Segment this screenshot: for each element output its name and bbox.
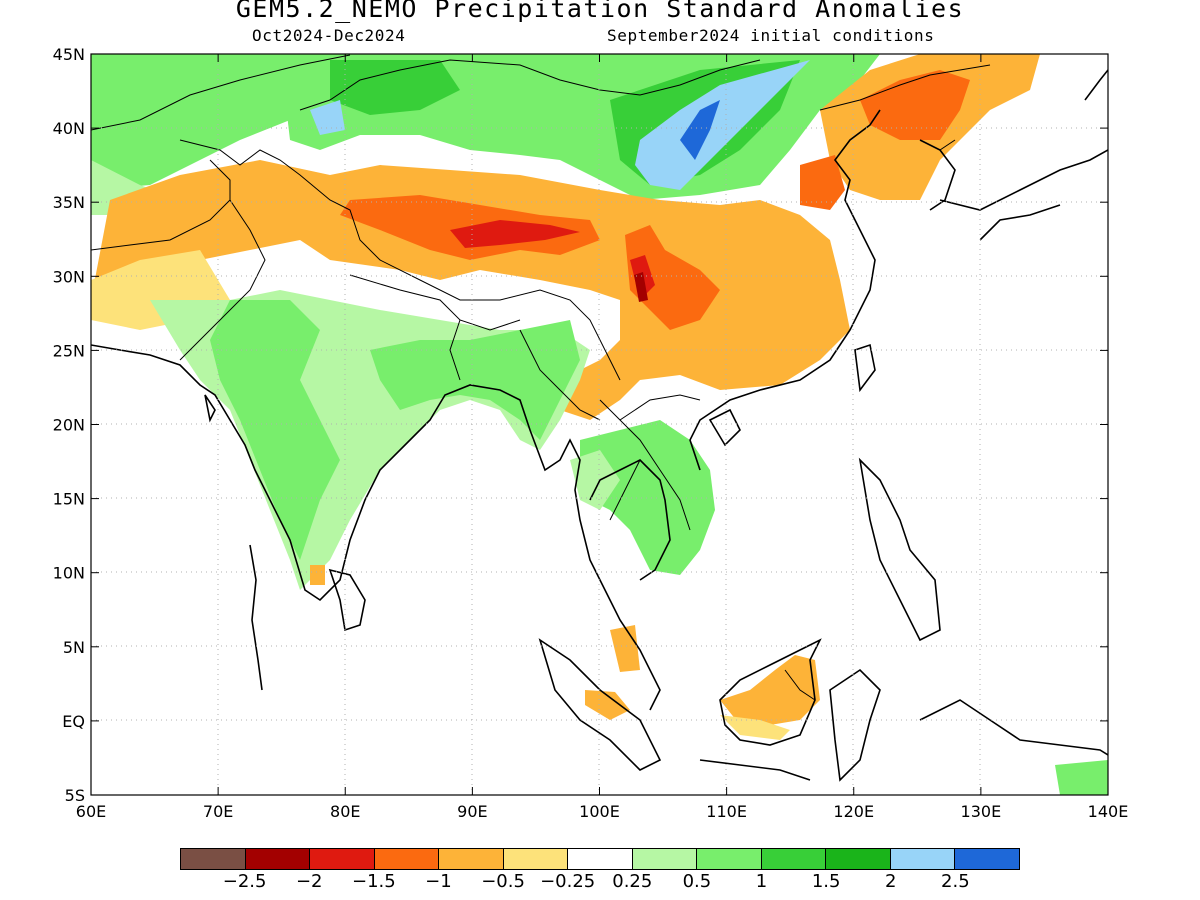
colorbar-label: 0.25 (612, 871, 653, 892)
x-axis: 60E 70E 80E 90E 100E 110E 120E 130E 140E (76, 54, 1129, 821)
north-china-extreme-wet (680, 100, 720, 160)
sichuan-extreme-dry (634, 272, 648, 302)
y-tick-label: 10N (53, 564, 85, 583)
x-tick-label: 120E (833, 802, 874, 821)
x-tick-label: 130E (961, 802, 1002, 821)
tibet-very-strong-dry (450, 220, 580, 248)
colorbar (180, 848, 1020, 870)
colorbar-swatch (632, 849, 698, 869)
x-tick-label: 70E (203, 802, 233, 821)
y-tick-label: 40N (53, 119, 85, 138)
colorbar-label: −1 (425, 871, 452, 892)
initial-conditions: September2024 initial conditions (607, 26, 935, 45)
y-tick-label: 15N (53, 490, 85, 509)
bengal-moderate-wet (370, 320, 580, 440)
india-moderate-wet (210, 300, 340, 560)
y-tick-label: EQ (62, 712, 85, 731)
colorbar-label: 2 (885, 871, 897, 892)
shandong-strong-dry (800, 155, 845, 210)
colorbar-label: −2 (295, 871, 323, 892)
colorbar-swatch (955, 849, 1019, 869)
colorbar-swatch (181, 849, 246, 869)
sichuan-strong-dry (625, 225, 720, 330)
colorbar-swatch (761, 849, 827, 869)
colorbar-label: −0.25 (540, 871, 596, 892)
x-tick-label: 80E (330, 802, 360, 821)
malaysia-dry-anomaly (610, 625, 640, 672)
colorbar-label: −2.5 (222, 871, 267, 892)
colorbar-swatch (890, 849, 956, 869)
y-axis: 45N 40N 35N 30N 25N 20N 15N 10N 5N EQ 5S (53, 45, 1108, 805)
coastlines (91, 69, 1108, 782)
north-mongolia-blue (310, 100, 345, 135)
x-tick-label: 100E (579, 802, 620, 821)
colorbar-swatch (310, 849, 375, 869)
y-tick-label: 35N (53, 193, 85, 212)
indochina-light-wet (570, 450, 620, 510)
sri-lanka-dry (310, 565, 325, 585)
y-tick-label: 45N (53, 45, 85, 64)
y-tick-label: 30N (53, 267, 85, 286)
indochina-wet-anomaly (580, 420, 715, 575)
colorbar-swatch (568, 849, 633, 869)
y-tick-label: 5N (63, 638, 85, 657)
korea-strong-dry (860, 70, 970, 140)
borneo-dry-anomaly (720, 655, 820, 725)
colorbar-label: 2.5 (941, 871, 970, 892)
colorbar-label: 0.5 (682, 871, 712, 892)
colorbar-label: 1 (755, 871, 768, 892)
colorbar-swatch (503, 849, 569, 869)
y-tick-label: 20N (53, 416, 85, 435)
north-china-very-wet (635, 60, 810, 190)
colorbar-swatch (697, 849, 762, 869)
colorbar-label: −0.5 (481, 871, 525, 892)
forecast-period: Oct2024-Dec2024 (252, 26, 406, 45)
chart-title: GEM5.2_NEMO Precipitation Standard Anoma… (235, 0, 965, 23)
papua-wet (1055, 760, 1108, 795)
colorbar-swatch (826, 849, 891, 869)
x-tick-label: 140E (1088, 802, 1129, 821)
y-tick-label: 25N (53, 341, 85, 360)
colorbar-label: −1.5 (351, 871, 396, 892)
lat-lon-grid (91, 54, 1108, 795)
x-tick-label: 90E (457, 802, 487, 821)
country-borders (91, 54, 991, 701)
north-mongolia-strong-wet (330, 60, 460, 115)
colorbar-label: 1.5 (811, 871, 841, 892)
y-tick-label: 5S (65, 786, 85, 805)
central-asia-wet-anomaly (91, 54, 300, 190)
colorbar-swatch (374, 849, 440, 869)
x-tick-label: 110E (706, 802, 747, 821)
sumatra-dry-anomaly (585, 690, 630, 720)
colorbar-swatch (245, 849, 311, 869)
x-tick-label: 60E (76, 802, 106, 821)
tibet-dry-anomaly (91, 160, 850, 420)
borneo-light-dry (720, 715, 790, 740)
colorbar-swatch (439, 849, 504, 869)
